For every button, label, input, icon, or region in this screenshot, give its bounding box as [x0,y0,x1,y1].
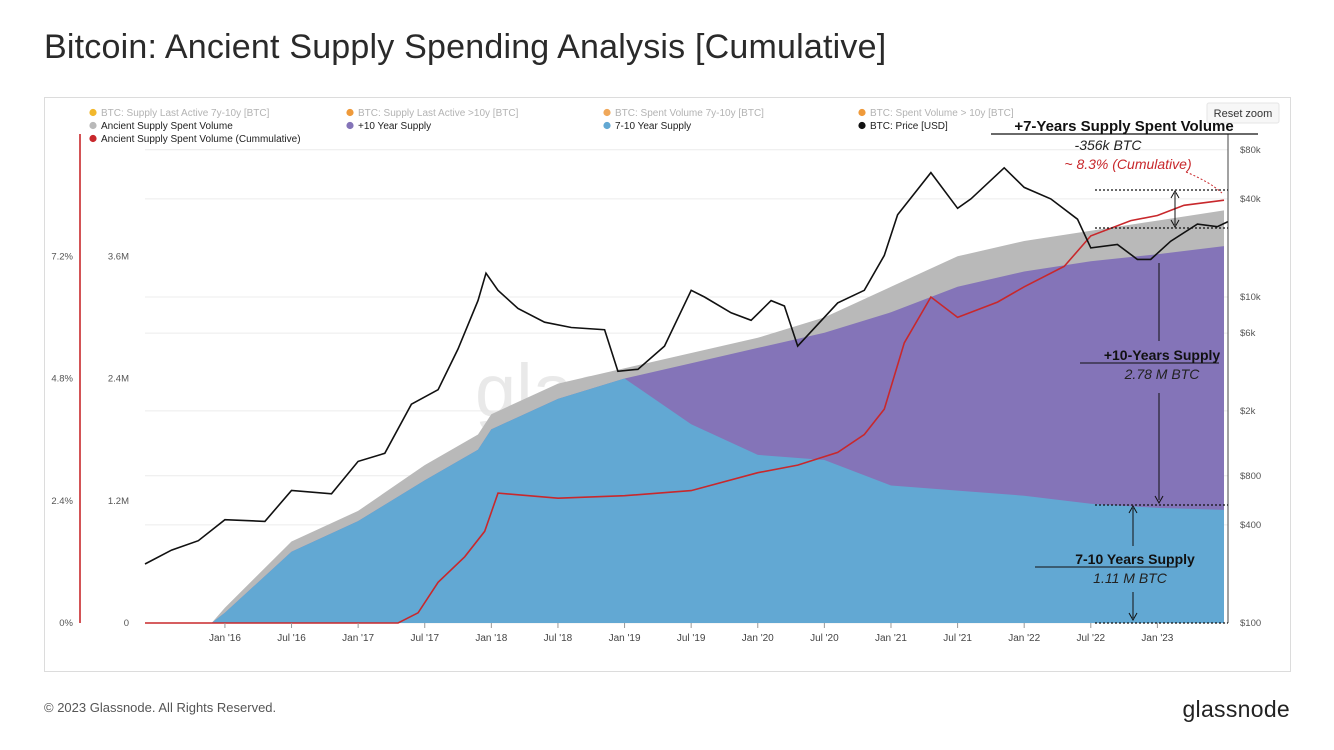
pct-tick-label: 4.8% [51,374,73,385]
pct-tick-label: 7.2% [51,251,73,262]
annotation-ten-year: +10-Years Supply 2.78 M BTC [1080,263,1228,506]
annotation-ten-heading: +10-Years Supply [1104,347,1221,363]
x-tick-label: Jan '23 [1141,633,1173,644]
annotation-seven-value: 1.11 M BTC [1093,570,1168,586]
reset-zoom-label: Reset zoom [1214,108,1273,120]
price-tick-label: $6k [1240,328,1256,339]
legend-item-label: BTC: Price [USD] [870,121,948,132]
legend-item-label: BTC: Spent Volume 7y-10y [BTC] [615,108,764,119]
legend-marker [346,121,354,130]
x-tick-label: Jul '17 [410,633,439,644]
btc-tick-label: 0 [124,618,129,629]
left-pct-axis: 0% 2.4% 4.8% 7.2% [51,251,73,629]
x-tick-label: Jul '16 [277,633,306,644]
annotation-spent-value: -356k BTC [1075,137,1143,153]
legend-item-label: BTC: Supply Last Active >10y [BTC] [358,108,519,119]
annotation-seven-heading: 7-10 Years Supply [1075,551,1195,567]
x-tick-label: Jan '18 [475,633,507,644]
legend-item-label: 7-10 Year Supply [615,121,691,132]
btc-price-line [144,166,1229,565]
btc-tick-label: 3.6M [108,251,129,262]
page-title: Bitcoin: Ancient Supply Spending Analysi… [44,28,887,66]
x-tick-label: Jan '20 [742,633,774,644]
x-tick-label: Jul '22 [1076,633,1105,644]
btc-tick-label: 2.4M [108,374,129,385]
x-tick-label: Jul '20 [810,633,839,644]
legend-marker [858,121,866,130]
x-axis: Jan '16 Jul '16 Jan '17 Jul '17 Jan '18 Jul '… [209,623,1174,644]
legend-marker [603,121,611,130]
seven-ten-year-supply-area [145,378,1224,623]
legend-marker [346,108,354,117]
annotation-spent-cumulative: ~ 8.3% (Cumulative) [1064,156,1191,172]
legend-marker [89,108,97,117]
cumulative-spent-line [145,199,1225,624]
x-tick-label: Jul '21 [943,633,972,644]
x-tick-label: Jan '16 [209,633,241,644]
reset-zoom-button[interactable]: Reset zoom [1206,102,1280,124]
price-tick-label: $400 [1240,520,1261,531]
left-btc-axis: 0 1.2M 2.4M 3.6M [108,251,129,629]
legend-marker [603,108,611,117]
x-tick-label: Jan '21 [875,633,907,644]
copyright: © 2023 Glassnode. All Rights Reserved. [44,700,277,715]
x-tick-label: Jan '17 [342,633,374,644]
legend-marker [89,134,97,143]
annotation-seven-ten: 7-10 Years Supply 1.11 M BTC [1035,504,1228,624]
x-tick-label: Jul '19 [677,633,706,644]
price-tick-label: $40k [1240,194,1261,205]
chart-container: glassnode 0%2.4%4.8%7.2% 01.2M2.4M3.6M $… [44,97,1291,672]
price-tick-label: $800 [1240,471,1261,482]
legend-marker [858,108,866,117]
btc-tick-label: 1.2M [108,496,129,507]
legend-item-label: +10 Year Supply [358,121,431,132]
legend-item-label: BTC: Spent Volume > 10y [BTC] [870,108,1014,119]
price-tick-label: $2k [1240,406,1256,417]
ancient-supply-chart: glassnode 0%2.4%4.8%7.2% 01.2M2.4M3.6M $… [51,102,1280,644]
annotation-spent-volume: +7-Years Supply Spent Volume -356k BTC ~… [991,118,1258,229]
pct-tick-label: 2.4% [51,496,73,507]
annotation-ten-value: 2.78 M BTC [1124,366,1201,382]
x-tick-label: Jul '18 [544,633,573,644]
legend-item-label: Ancient Supply Spent Volume [101,121,233,132]
x-tick-label: Jan '22 [1008,633,1040,644]
right-price-axis: $100 $400 $800 $2k $6k $10k $40k $80k [1240,145,1261,629]
legend-item-label: Ancient Supply Spent Volume (Cummulative… [101,134,301,145]
price-tick-label: $100 [1240,618,1261,629]
legend-item-label: BTC: Supply Last Active 7y-10y [BTC] [101,108,270,119]
legend-marker [89,121,97,130]
legend: BTC: Supply Last Active 7y-10y [BTC] BTC:… [89,108,1014,145]
price-tick-label: $10k [1240,292,1261,303]
x-tick-label: Jan '19 [609,633,641,644]
annotation-spent-heading: +7-Years Supply Spent Volume [1014,118,1233,135]
pct-tick-label: 0% [59,618,73,629]
brand-logo: glassnode [1182,696,1290,722]
price-tick-label: $80k [1240,145,1261,156]
